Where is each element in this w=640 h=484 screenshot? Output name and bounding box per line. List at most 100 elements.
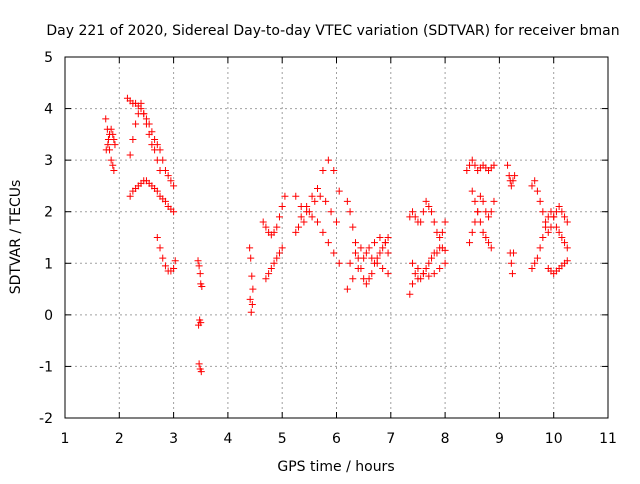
x-tick-label: 10 <box>545 431 563 447</box>
data-point <box>354 264 362 272</box>
data-point <box>292 192 300 200</box>
data-point <box>259 218 267 226</box>
data-point <box>487 208 495 216</box>
data-point <box>539 208 547 216</box>
data-point <box>552 223 560 231</box>
series-pass-12b <box>528 208 571 272</box>
x-tick-label: 7 <box>386 431 395 447</box>
series-pass-11 <box>504 161 519 278</box>
data-point <box>270 259 278 267</box>
data-point <box>425 259 433 267</box>
data-point <box>476 218 484 226</box>
data-point <box>167 177 175 185</box>
data-point <box>247 254 255 262</box>
data-point <box>161 262 169 270</box>
series-pass-7c <box>294 192 340 231</box>
chart-title: Day 221 of 2020, Sidereal Day-to-day VTE… <box>46 23 619 39</box>
data-point <box>132 120 140 128</box>
data-point <box>171 257 179 265</box>
data-point <box>246 295 254 303</box>
data-points <box>102 94 571 376</box>
data-point <box>247 308 255 316</box>
data-point <box>349 223 357 231</box>
data-point <box>249 285 257 293</box>
data-point <box>561 213 569 221</box>
data-point <box>528 264 536 272</box>
data-point <box>109 130 117 138</box>
data-point <box>531 259 539 267</box>
data-point <box>466 239 474 247</box>
data-point <box>196 270 204 278</box>
data-point <box>436 234 444 241</box>
data-point <box>129 136 137 144</box>
series-pass-8c <box>346 244 392 278</box>
data-point <box>267 264 275 272</box>
y-tick-label: 2 <box>44 205 53 221</box>
data-point <box>275 249 283 257</box>
series-pass-5 <box>246 244 257 316</box>
data-point <box>419 208 427 216</box>
data-point <box>265 270 273 278</box>
y-axis-label: SDTVAR / TECUs <box>8 180 24 295</box>
data-point <box>482 234 490 241</box>
data-point <box>441 218 449 226</box>
y-tick-label: 1 <box>44 256 53 272</box>
data-point <box>305 208 313 216</box>
data-point <box>536 244 544 252</box>
data-point <box>368 254 376 262</box>
data-point <box>324 156 332 164</box>
data-point <box>297 203 305 211</box>
data-point <box>273 254 281 262</box>
data-point <box>376 249 384 257</box>
data-point <box>409 259 417 267</box>
series-pass-9a <box>406 197 449 241</box>
data-point <box>107 156 115 164</box>
data-point <box>313 185 321 193</box>
data-point <box>430 270 438 278</box>
y-tick-label: 0 <box>44 308 53 324</box>
data-point <box>352 239 360 247</box>
data-point <box>270 228 278 236</box>
data-point <box>110 166 118 174</box>
data-point <box>373 259 381 267</box>
data-point <box>417 218 425 226</box>
data-point <box>349 275 357 283</box>
data-point <box>319 166 327 174</box>
data-point <box>533 254 541 262</box>
data-point <box>468 156 476 164</box>
data-point <box>308 213 316 221</box>
data-point <box>126 151 134 159</box>
series-pass-2b <box>126 177 178 216</box>
y-tick-label: 5 <box>44 50 53 66</box>
data-point <box>262 223 270 231</box>
data-point <box>384 234 392 241</box>
data-point <box>471 197 479 205</box>
data-point <box>558 208 566 216</box>
data-point <box>153 234 161 241</box>
data-point <box>436 264 444 272</box>
series-pass-7a <box>292 156 343 236</box>
data-point <box>126 192 134 200</box>
data-point <box>142 120 150 128</box>
x-tick-label: 11 <box>599 431 617 447</box>
grid <box>65 57 608 418</box>
data-point <box>195 262 203 270</box>
data-point <box>509 177 517 185</box>
data-point <box>555 203 563 211</box>
data-point <box>294 223 302 231</box>
data-point <box>194 257 202 265</box>
data-point <box>275 213 283 221</box>
data-point <box>362 249 370 257</box>
data-point <box>563 257 571 265</box>
x-tick-label: 8 <box>441 431 450 447</box>
series-pass-6a <box>259 192 289 239</box>
series-pass-9c <box>409 259 449 280</box>
data-point <box>507 182 515 190</box>
data-point <box>137 99 145 107</box>
data-point <box>485 213 493 221</box>
data-point <box>111 141 119 149</box>
data-point <box>343 197 351 205</box>
data-point <box>153 187 161 195</box>
data-point <box>490 197 498 205</box>
